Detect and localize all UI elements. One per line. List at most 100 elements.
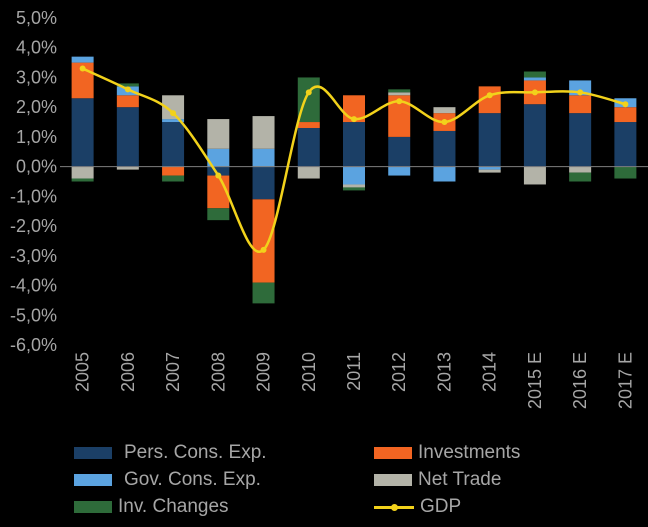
bar-segment: [207, 148, 230, 167]
bar-segment: [297, 166, 320, 179]
bar-segment: [478, 169, 501, 173]
bar-segment: [433, 130, 456, 167]
x-tick-label: 2008: [208, 352, 228, 392]
bar-segment: [478, 113, 501, 167]
x-tick-label: 2015 E: [525, 352, 545, 409]
gdp-point: [351, 116, 357, 123]
bar-segment: [252, 116, 275, 149]
bar-segment: [71, 56, 94, 63]
gdp-point: [396, 98, 403, 105]
bar-segment: [343, 166, 365, 185]
bar-segment: [162, 175, 185, 182]
x-tick-label: 2007: [163, 352, 183, 392]
y-tick-label: 1,0%: [16, 127, 57, 147]
y-tick-label: -4,0%: [10, 276, 57, 296]
bar-segment: [433, 107, 456, 114]
bar-segment: [71, 178, 94, 182]
bar-segment: [569, 166, 592, 173]
bar-segment: [388, 92, 411, 96]
bars: [71, 56, 637, 304]
bar-segment: [614, 166, 637, 179]
legend-swatch: [74, 447, 112, 459]
bar-segment: [116, 166, 139, 170]
bar-segment: [207, 166, 230, 176]
y-tick-label: 5,0%: [16, 8, 57, 28]
bar-segment: [162, 95, 185, 120]
legend-item-net-trade: Net Trade: [374, 467, 501, 493]
bar-segment: [207, 119, 230, 149]
gdp-point: [79, 65, 86, 72]
x-tick-label: 2017 E: [615, 352, 635, 409]
legend-swatch: [374, 447, 412, 459]
bar-segment: [252, 282, 275, 304]
bar-segment: [343, 184, 365, 188]
gdp-line-path: [82, 67, 626, 254]
bar-segment: [388, 166, 411, 176]
bar-segment: [569, 95, 592, 114]
gdp-point: [531, 89, 538, 96]
x-tick-label: 2014: [480, 352, 500, 392]
x-tick-label: 2012: [389, 352, 409, 392]
legend-item-gdp: GDP: [374, 494, 461, 520]
x-tick-label: 2011: [344, 352, 364, 391]
bar-segment: [252, 166, 275, 200]
legend-label: Gov. Cons. Exp.: [124, 469, 261, 490]
gdp-point: [441, 119, 448, 126]
bar-segment: [252, 148, 275, 167]
bar-segment: [614, 122, 637, 167]
gdp-point: [486, 92, 493, 99]
x-axis: 2005 2006 2007 2008 2009 2010 2011 2012 2013 2014…: [73, 352, 636, 409]
bar-segment: [388, 89, 411, 93]
bar-segment: [71, 98, 94, 167]
bar-segment: [207, 208, 230, 221]
x-tick-label: 2016 E: [570, 352, 590, 409]
bar-segment: [433, 166, 456, 182]
chart-plot: 5,0% 4,0% 3,0% 2,0% 1,0% 0,0% -1,0% -2,0% -3,0% -…: [10, 8, 648, 409]
bar-segment: [71, 166, 94, 179]
bar-segment: [388, 95, 411, 137]
bar-segment: [297, 122, 320, 128]
bar-segment: [523, 71, 546, 78]
y-tick-label: 3,0%: [16, 67, 57, 87]
y-tick-label: 0,0%: [16, 157, 57, 177]
y-tick-label: 2,0%: [16, 97, 57, 117]
legend: Pers. Cons. Exp. Investments Gov. Cons. …: [0, 432, 648, 527]
legend-label: Investments: [418, 442, 521, 463]
bar-segment: [343, 122, 365, 167]
legend-label: Inv. Changes: [118, 496, 229, 517]
bar-segment: [523, 166, 546, 185]
bar-segment: [116, 107, 139, 167]
bar-segment: [162, 122, 185, 167]
x-tick-label: 2013: [434, 352, 454, 392]
gdp-point: [305, 89, 312, 96]
x-tick-label: 2010: [299, 352, 319, 392]
bar-segment: [388, 136, 411, 167]
gdp-point: [124, 86, 131, 93]
gdp-point: [622, 101, 629, 108]
bar-segment: [297, 127, 320, 167]
legend-swatch: [374, 474, 412, 486]
legend-label: Net Trade: [418, 469, 502, 490]
legend-swatch: [74, 501, 112, 513]
y-tick-label: -5,0%: [10, 305, 57, 325]
legend-label: Pers. Cons. Exp.: [124, 442, 267, 463]
bar-segment: [162, 119, 185, 123]
gdp-point: [260, 246, 267, 253]
legend-line-swatch: [374, 501, 414, 513]
y-tick-label: -2,0%: [10, 216, 57, 236]
legend-item-gov-cons-exp: Gov. Cons. Exp.: [74, 467, 261, 493]
bar-segment: [523, 77, 546, 81]
bar-segment: [614, 107, 637, 123]
bar-segment: [569, 172, 592, 182]
y-tick-label: -1,0%: [10, 186, 57, 206]
bar-segment: [569, 113, 592, 167]
bar-segment: [478, 166, 501, 170]
y-tick-label: 4,0%: [16, 38, 57, 58]
legend-swatch: [74, 474, 112, 486]
y-axis: 5,0% 4,0% 3,0% 2,0% 1,0% 0,0% -1,0% -2,0% -3,0% -…: [10, 8, 57, 355]
y-tick-label: -6,0%: [10, 335, 57, 355]
x-tick-label: 2005: [73, 352, 93, 392]
legend-item-investments: Investments: [374, 440, 520, 466]
legend-item-pers-cons-exp: Pers. Cons. Exp.: [74, 440, 267, 466]
legend-label: GDP: [420, 496, 462, 517]
